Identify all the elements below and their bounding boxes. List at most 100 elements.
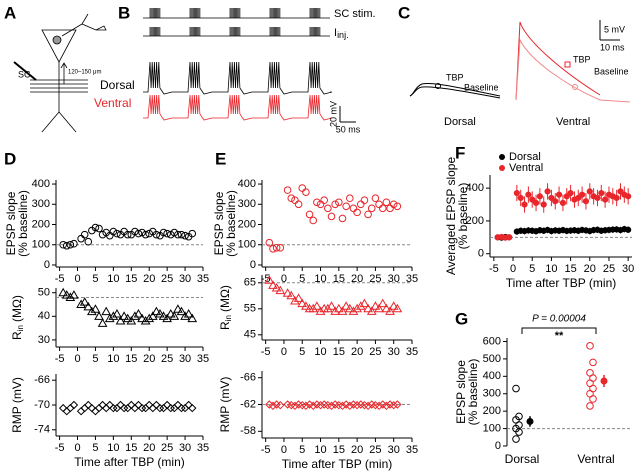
point	[389, 400, 398, 410]
point	[552, 198, 559, 205]
y-axis-label: (% baseline)	[224, 190, 238, 257]
x-axis-label: Time after TBP (min)	[282, 457, 392, 471]
y-axis-label: Rin (MΩ)	[218, 285, 233, 330]
panel-label: A	[4, 3, 16, 22]
point	[265, 238, 274, 247]
y-tick-label: 65	[244, 277, 256, 289]
point	[77, 234, 85, 243]
ventral-trace	[143, 94, 333, 121]
point	[176, 306, 187, 316]
point	[101, 306, 112, 316]
point	[69, 290, 79, 299]
point	[512, 435, 520, 443]
point	[130, 403, 140, 413]
point	[91, 406, 100, 416]
point	[144, 313, 155, 323]
point	[327, 401, 336, 411]
baseline-label: Baseline	[594, 66, 629, 76]
point	[66, 403, 75, 413]
point	[141, 230, 150, 239]
dorsal-trace	[143, 61, 333, 95]
x-tick-label: 10	[545, 263, 557, 275]
inj-label: Iinj.	[334, 27, 349, 40]
x-tick-label: -5	[55, 273, 65, 285]
x-tick-label: 0	[74, 353, 80, 365]
point	[331, 200, 339, 209]
point	[309, 401, 318, 411]
point	[70, 239, 78, 248]
x-tick-label: 0	[281, 346, 287, 358]
y-tick-label: 500	[483, 353, 501, 365]
y-tick-label: -74	[34, 424, 50, 436]
y-tick-label: 0	[250, 259, 256, 271]
y-axis-label: EPSP slope	[454, 360, 468, 424]
sc-label: SC	[18, 69, 31, 79]
point	[101, 403, 111, 413]
point	[155, 308, 165, 318]
point	[105, 400, 114, 410]
point	[324, 204, 332, 213]
scale-mv: 5 mV	[604, 24, 625, 34]
x-tick-label: -5	[489, 263, 499, 275]
point	[177, 230, 186, 239]
point	[312, 301, 322, 310]
point	[575, 194, 582, 202]
point	[69, 400, 79, 410]
point	[382, 401, 391, 411]
point	[188, 229, 197, 238]
x-tick-label: 5	[92, 273, 98, 285]
point	[349, 204, 358, 213]
distance-label: 120–150 μm	[68, 70, 101, 76]
point	[187, 313, 198, 323]
point	[84, 237, 93, 246]
y-tick-label: 45	[244, 329, 256, 341]
x-tick-label: 20	[351, 444, 363, 456]
point	[113, 229, 121, 238]
y-tick-label: 400	[466, 182, 484, 194]
point	[162, 313, 173, 323]
point	[563, 193, 570, 200]
point	[375, 200, 383, 209]
point	[84, 400, 93, 410]
x-tick-label: 25	[161, 442, 173, 454]
point	[345, 401, 355, 411]
point	[512, 384, 520, 393]
point	[367, 204, 376, 213]
panel-label: G	[455, 309, 468, 328]
point	[548, 194, 555, 202]
point	[315, 306, 326, 315]
point	[346, 194, 354, 203]
x-tick-label: 10	[107, 273, 119, 285]
point	[271, 282, 282, 292]
y-tick-label: 50	[38, 287, 50, 299]
point	[79, 297, 90, 306]
point	[76, 406, 86, 416]
y-tick-label: 200	[483, 405, 501, 417]
y-tick-label: 400	[32, 178, 50, 190]
x-tick-label: 35	[197, 273, 209, 285]
point	[309, 216, 318, 225]
protocol-diagram	[143, 8, 333, 121]
point	[272, 243, 281, 252]
point	[625, 193, 632, 200]
point	[151, 306, 162, 316]
point	[137, 403, 147, 413]
point	[59, 240, 67, 249]
x-tick-label: 0	[510, 263, 516, 275]
point	[625, 226, 632, 233]
point	[393, 202, 402, 211]
point	[393, 400, 402, 409]
point	[308, 303, 319, 313]
panel-labels: A B C D E F G	[4, 3, 468, 328]
point	[174, 230, 182, 239]
point	[108, 311, 119, 320]
point	[155, 403, 165, 413]
inj-sub: inj.	[337, 30, 349, 40]
point	[61, 290, 72, 299]
panel-label: E	[215, 149, 226, 168]
x-tick-label: 5	[299, 444, 305, 456]
point	[181, 231, 189, 240]
x-tick-label: 20	[351, 346, 363, 358]
y-tick-label: 400	[483, 370, 501, 382]
point	[275, 285, 286, 295]
